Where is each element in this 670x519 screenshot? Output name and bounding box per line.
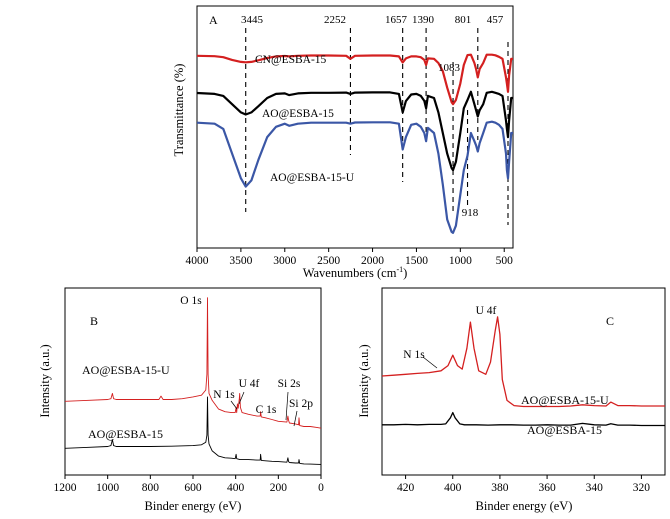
arrow-si2s <box>285 391 289 421</box>
x-tick-label: 400 <box>444 482 462 494</box>
x-tick-label: 360 <box>538 482 556 494</box>
x-tick-label: 3500 <box>229 255 252 267</box>
panel-b-letter: B <box>90 314 98 328</box>
x-tick-label: 200 <box>270 482 288 494</box>
x-tick-label: 420 <box>397 482 415 494</box>
series-label-c-ao-esba15: AO@ESBA-15 <box>527 423 602 437</box>
x-tick-label: 2000 <box>361 255 384 267</box>
panel-a-y-axis-title: Transmittance (%) <box>172 64 186 157</box>
panel-b-x-axis-title: Binder energy (eV) <box>145 499 242 513</box>
series-label-b-ao-esba15-u: AO@ESBA-15-U <box>82 363 170 377</box>
panel-c-x-axis-title: Binder energy (eV) <box>476 499 573 513</box>
panel-c-letter: C <box>606 314 614 328</box>
series-label-ao-esba15: AO@ESBA-15 <box>262 108 334 120</box>
panel-b-x-ticks: 1200 1000 800 600 400 200 0 <box>54 475 324 494</box>
peak-label-n1s-c: N 1s <box>403 349 425 361</box>
x-tick-label: 0 <box>318 482 324 494</box>
series-label-c-ao-esba15-u: AO@ESBA-15-U <box>521 393 609 407</box>
arrow-n1s-c <box>422 356 438 369</box>
panel-c-frame <box>381 287 666 476</box>
panel-b: B 1200 1000 800 600 400 200 0 O 1s N 1s U 4f C… <box>38 287 324 513</box>
peak-label-1083: 1083 <box>438 62 461 74</box>
peak-label-o1s: O 1s <box>180 295 202 307</box>
x-tick-label: 800 <box>142 482 160 494</box>
panel-a-letter: A <box>209 13 218 27</box>
panel-a-series <box>196 53 513 234</box>
peak-label-1390: 1390 <box>412 14 435 26</box>
panel-b-y-axis-title: Intensity (a.u.) <box>38 344 52 417</box>
x-tick-label: 4000 <box>186 255 209 267</box>
x-tick-label: 320 <box>633 482 651 494</box>
x-tick-label: 2500 <box>317 255 340 267</box>
series-label-ao-esba15-u: AO@ESBA-15-U <box>270 172 355 184</box>
x-tick-label: 1200 <box>54 482 77 494</box>
x-tick-label: 400 <box>227 482 245 494</box>
arrow-n1s-b <box>230 400 238 410</box>
x-tick-label: 340 <box>586 482 604 494</box>
x-tick-label: 1000 <box>96 482 119 494</box>
peak-label-457: 457 <box>487 14 504 26</box>
series-line-ao-esba-15 <box>196 90 513 172</box>
peak-label-u4f-b: U 4f <box>239 378 260 390</box>
x-tick-label: 380 <box>491 482 509 494</box>
series-label-b-ao-esba15: AO@ESBA-15 <box>88 427 163 441</box>
panel-a-peak-dashes <box>245 28 509 225</box>
panel-c: C 420 400 380 360 340 320 N 1s U 4f AO@ESBA-1… <box>357 287 666 513</box>
x-tick-label: 1000 <box>449 255 472 267</box>
panel-a-frame <box>196 5 514 249</box>
series-line-ao-esba-15 <box>382 411 665 427</box>
peak-label-918: 918 <box>462 207 479 219</box>
peak-label-2252: 2252 <box>324 14 346 26</box>
series-line-ao-esba-15-u <box>196 120 513 234</box>
panel-c-y-axis-title: Intensity (a.u.) <box>357 344 371 417</box>
arrow-u4f-b <box>238 391 245 405</box>
x-tick-label: 3000 <box>273 255 296 267</box>
x-tick-label: 500 <box>496 255 514 267</box>
panel-c-series <box>381 316 665 427</box>
panel-a-x-axis-title: Wavenumbers (cm-1) <box>303 265 408 280</box>
peak-label-u4f-c: U 4f <box>476 305 497 317</box>
peak-label-si2s: Si 2s <box>278 378 301 390</box>
panel-a-x-ticks: 4000 3500 3000 2500 2000 1500 1000 500 <box>186 248 514 267</box>
x-tick-label: 1500 <box>405 255 428 267</box>
series-label-cn-esba15: CN@ESBA-15 <box>255 54 327 66</box>
peak-label-1657: 1657 <box>385 14 408 26</box>
peak-label-3445: 3445 <box>241 14 264 26</box>
series-line-ao-esba-15 <box>64 396 322 465</box>
panel-a: A 4000 3500 3000 2500 2000 1500 1000 500 3445 2… <box>172 5 514 280</box>
arrow-si2p <box>293 410 298 427</box>
series-line-ao-esba-15-u <box>381 316 665 408</box>
peak-label-si2p: Si 2p <box>289 398 313 410</box>
peak-label-801: 801 <box>455 14 472 26</box>
x-tick-label: 600 <box>184 482 202 494</box>
peak-label-n1s-b: N 1s <box>213 389 235 401</box>
peak-label-c1s: C 1s <box>256 404 277 416</box>
series-line-cn-esba-15 <box>196 53 513 106</box>
panel-c-x-ticks: 420 400 380 360 340 320 <box>397 475 650 494</box>
